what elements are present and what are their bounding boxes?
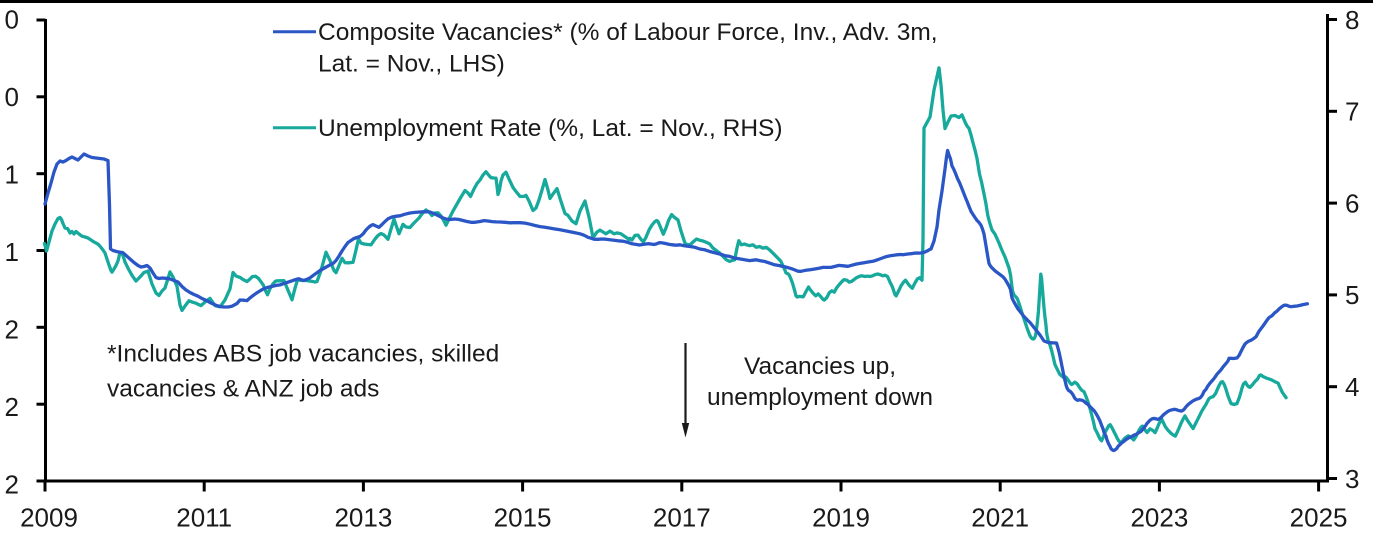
svg-text:1: 1 [5,160,19,190]
svg-text:1: 1 [5,237,19,267]
svg-text:6: 6 [1345,188,1359,218]
svg-text:vacancies & ANZ job ads: vacancies & ANZ job ads [107,376,379,403]
svg-text:2015: 2015 [494,503,552,533]
svg-text:*Includes ABS job vacancies, s: *Includes ABS job vacancies, skilled [107,341,499,368]
svg-text:2021: 2021 [971,503,1029,533]
svg-text:0: 0 [5,82,19,112]
svg-text:2025: 2025 [1290,503,1348,533]
svg-text:2: 2 [5,392,19,422]
svg-text:2: 2 [5,469,19,499]
svg-text:Unemployment Rate (%, Lat. = N: Unemployment Rate (%, Lat. = Nov., RHS) [318,115,783,142]
svg-text:2023: 2023 [1130,503,1188,533]
svg-text:8: 8 [1345,5,1359,35]
svg-text:3: 3 [1345,464,1359,494]
svg-text:5: 5 [1345,280,1359,310]
svg-text:2011: 2011 [176,503,232,533]
svg-text:4: 4 [1345,372,1359,402]
svg-text:Lat. = Nov., LHS): Lat. = Nov., LHS) [318,51,505,78]
svg-text:0: 0 [5,5,19,35]
svg-text:Vacancies up,: Vacancies up, [744,353,896,380]
svg-text:unemployment down: unemployment down [707,384,933,411]
svg-text:2: 2 [5,314,19,344]
svg-text:2013: 2013 [334,503,392,533]
svg-text:2019: 2019 [812,503,870,533]
svg-text:Composite Vacancies* (% of Lab: Composite Vacancies* (% of Labour Force,… [318,19,938,46]
svg-text:7: 7 [1345,97,1359,127]
svg-text:2017: 2017 [653,503,711,533]
svg-text:2009: 2009 [20,503,78,533]
